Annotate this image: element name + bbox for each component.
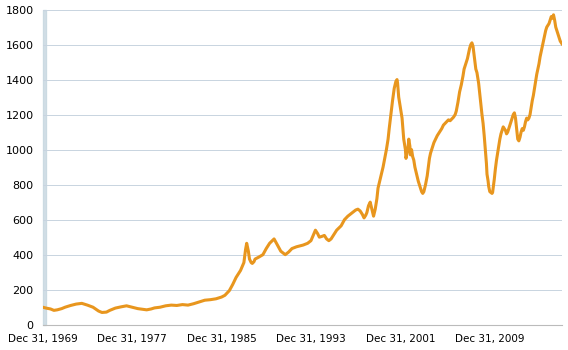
Bar — [43, 9, 46, 325]
